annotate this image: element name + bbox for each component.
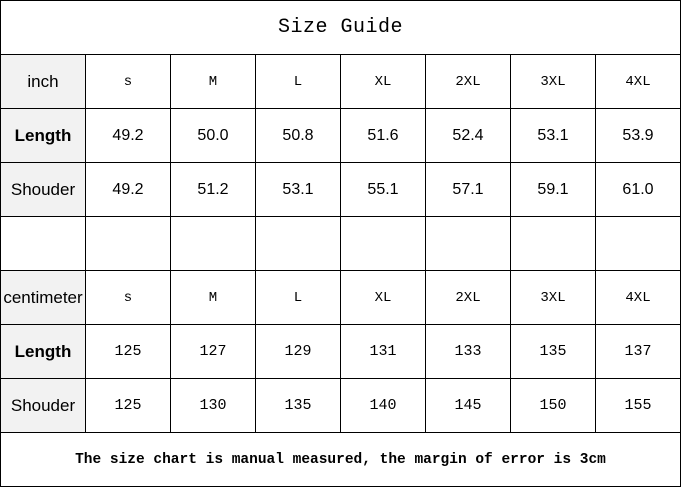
- inch-value-cell: 50.8: [256, 109, 340, 162]
- size-header-XL: XL: [341, 271, 425, 324]
- centimeter-value-cell: 140: [341, 379, 425, 432]
- size-header-2XL: 2XL: [426, 55, 510, 108]
- size-grid: inch s M L XL 2XL 3XL 4XL Length 49.2 50.0 50.8 51.6…: [1, 55, 680, 433]
- inch-value-cell: 49.2: [86, 163, 170, 216]
- empty-cell: [256, 217, 340, 270]
- centimeter-value-cell: 155: [596, 379, 680, 432]
- size-header-M: M: [171, 271, 255, 324]
- centimeter-value-cell: 150: [511, 379, 595, 432]
- centimeter-unit-label: centimeter: [1, 271, 85, 324]
- inch-value-cell: 53.9: [596, 109, 680, 162]
- empty-cell: [426, 217, 510, 270]
- centimeter-value-cell: 131: [341, 325, 425, 378]
- centimeter-value-cell: 145: [426, 379, 510, 432]
- footnote: The size chart is manual measured, the m…: [75, 452, 606, 468]
- inch-value-cell: 51.2: [171, 163, 255, 216]
- empty-cell: [511, 217, 595, 270]
- size-header-XL: XL: [341, 55, 425, 108]
- size-header-2XL: 2XL: [426, 271, 510, 324]
- inch-value-cell: 57.1: [426, 163, 510, 216]
- centimeter-row-label: Shouder: [1, 379, 85, 432]
- centimeter-value-cell: 125: [86, 379, 170, 432]
- inch-row-label: Shouder: [1, 163, 85, 216]
- inch-value-cell: 49.2: [86, 109, 170, 162]
- size-header-L: L: [256, 55, 340, 108]
- centimeter-value-cell: 129: [256, 325, 340, 378]
- inch-value-cell: 61.0: [596, 163, 680, 216]
- size-header-3XL: 3XL: [511, 271, 595, 324]
- inch-value-cell: 50.0: [171, 109, 255, 162]
- inch-value-cell: 53.1: [256, 163, 340, 216]
- inch-value-cell: 51.6: [341, 109, 425, 162]
- empty-cell: [86, 217, 170, 270]
- inch-value-cell: 52.4: [426, 109, 510, 162]
- inch-value-cell: 55.1: [341, 163, 425, 216]
- empty-cell: [341, 217, 425, 270]
- size-header-3XL: 3XL: [511, 55, 595, 108]
- empty-cell: [596, 217, 680, 270]
- centimeter-value-cell: 127: [171, 325, 255, 378]
- centimeter-value-cell: 135: [256, 379, 340, 432]
- size-header-M: M: [171, 55, 255, 108]
- centimeter-value-cell: 137: [596, 325, 680, 378]
- centimeter-value-cell: 133: [426, 325, 510, 378]
- inch-value-cell: 59.1: [511, 163, 595, 216]
- size-header-L: L: [256, 271, 340, 324]
- inch-unit-label: inch: [1, 55, 85, 108]
- page-title: Size Guide: [1, 1, 680, 55]
- size-header-s: s: [86, 271, 170, 324]
- centimeter-value-cell: 135: [511, 325, 595, 378]
- empty-cell: [171, 217, 255, 270]
- centimeter-value-cell: 130: [171, 379, 255, 432]
- size-header-4XL: 4XL: [596, 55, 680, 108]
- size-header-4XL: 4XL: [596, 271, 680, 324]
- inch-value-cell: 53.1: [511, 109, 595, 162]
- centimeter-row-label: Length: [1, 325, 85, 378]
- size-header-s: s: [86, 55, 170, 108]
- centimeter-value-cell: 125: [86, 325, 170, 378]
- inch-row-label: Length: [1, 109, 85, 162]
- empty-cell: [1, 217, 85, 270]
